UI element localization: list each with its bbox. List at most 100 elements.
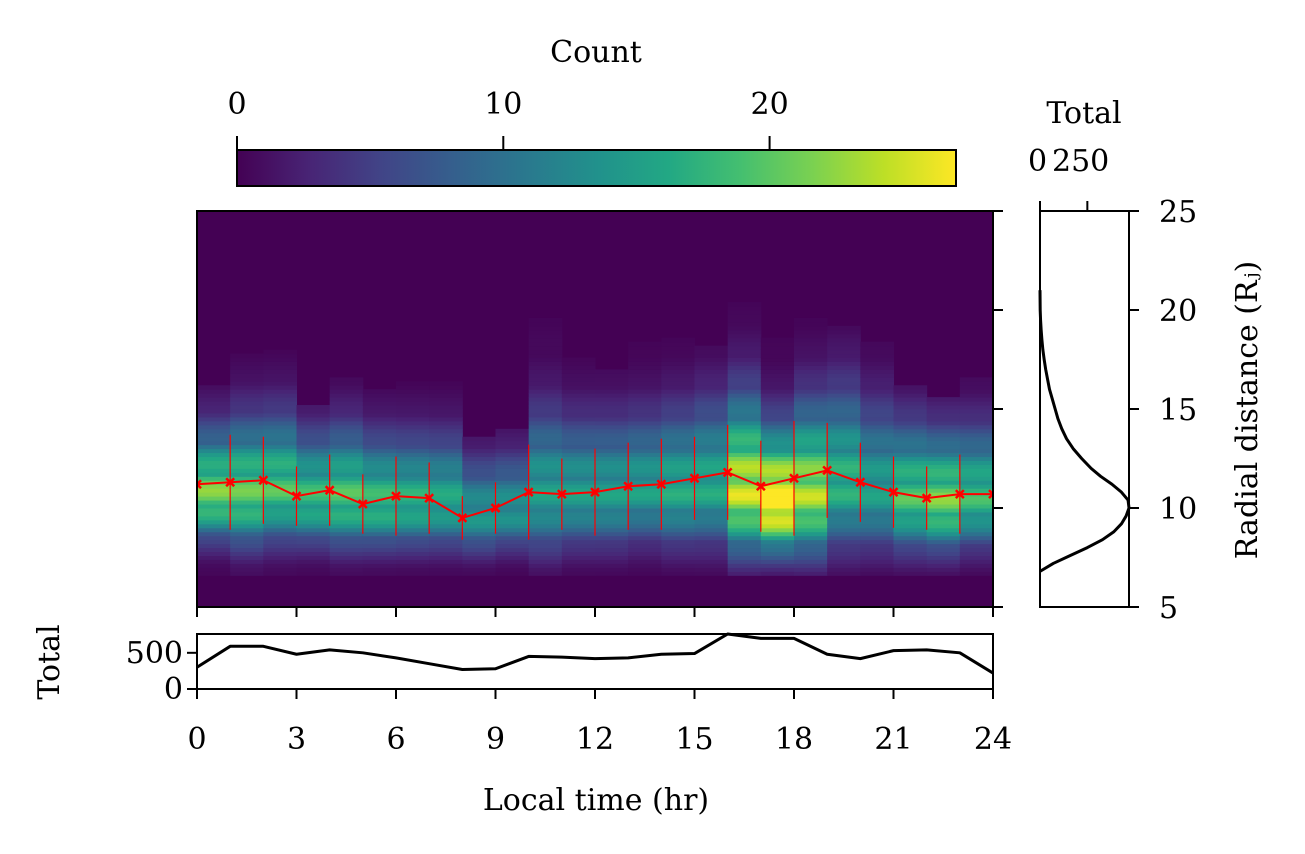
heatmap-cell: [362, 539, 397, 545]
heatmap-cell: [794, 523, 828, 529]
heatmap-cell: [827, 551, 861, 557]
heatmap-cell: [959, 555, 993, 560]
heatmap-cell: [329, 401, 364, 406]
heatmap-cell: [429, 496, 463, 501]
heatmap-cell: [661, 393, 695, 398]
heatmap-cell: [727, 555, 762, 560]
heatmap-cell: [595, 389, 629, 394]
heatmap-cell: [794, 365, 828, 370]
heatmap-cell: [959, 424, 993, 430]
heatmap-cell: [893, 480, 928, 485]
heatmap-cell: [561, 508, 596, 513]
heatmap-cell: [329, 468, 364, 473]
heatmap-cell: [794, 416, 828, 422]
heatmap-cell: [628, 492, 662, 497]
heatmap-cell: [827, 515, 861, 521]
heatmap-cell: [561, 456, 596, 461]
heatmap-cell: [462, 527, 496, 533]
heatmap-cell: [628, 523, 662, 529]
heatmap-cell: [794, 484, 828, 489]
heatmap-cell: [528, 444, 563, 450]
side-x-tick-label: 0: [1028, 144, 1047, 179]
heatmap-cell: [362, 452, 397, 458]
heatmap-cell: [528, 389, 563, 394]
heatmap-cell: [595, 535, 629, 541]
heatmap-cell: [396, 460, 430, 465]
heatmap-cell: [197, 456, 231, 461]
heatmap-cell: [561, 405, 596, 410]
heatmap-cell: [661, 432, 695, 438]
heatmap-cell: [462, 563, 496, 568]
heatmap-cell: [528, 337, 563, 343]
heatmap-cell: [396, 571, 430, 576]
heatmap-cell: [694, 500, 729, 505]
heatmap-cell: [296, 488, 331, 493]
heatmap-cell: [694, 369, 729, 374]
heatmap-cell: [329, 476, 364, 481]
heatmap-cell: [528, 563, 563, 568]
x-tick-label: 24: [974, 722, 1012, 757]
heatmap-cell: [694, 519, 729, 525]
heatmap-cell: [429, 385, 463, 390]
heatmap-cell: [794, 345, 828, 351]
heatmap-cell: [362, 412, 397, 418]
heatmap-cell: [197, 448, 231, 454]
local-time-totals-line: [196, 632, 994, 675]
heatmap-cell: [230, 571, 264, 576]
heatmap-cell: [462, 452, 496, 458]
heatmap-cell: [230, 555, 264, 560]
mean-marker: [988, 489, 993, 500]
heatmap-cell: [959, 409, 993, 414]
heatmap-cell: [595, 436, 629, 442]
heatmap-cell: [595, 531, 629, 537]
heatmap-cell: [661, 464, 695, 469]
heatmap-cell: [860, 341, 894, 347]
heatmap-cell: [296, 424, 331, 430]
heatmap-cell: [794, 480, 828, 485]
heatmap-cell: [296, 523, 331, 529]
heatmap-cell: [561, 464, 596, 469]
heatmap-cell: [794, 527, 828, 533]
heatmap-cell: [296, 508, 331, 513]
heatmap-cell: [528, 341, 563, 347]
heatmap-cell: [959, 559, 993, 564]
heatmap-cell: [230, 496, 264, 501]
heatmap-cell: [727, 337, 762, 343]
heatmap-cell: [396, 492, 430, 497]
heatmap-cell: [893, 539, 928, 545]
heatmap-cell: [197, 472, 231, 477]
mean-marker: [197, 479, 202, 490]
heatmap-cell: [528, 373, 563, 378]
heatmap-cell: [860, 377, 894, 382]
heatmap-cell: [827, 373, 861, 378]
heatmap-cell: [727, 341, 762, 347]
heatmap-cell: [893, 464, 928, 469]
heatmap-cell: [694, 496, 729, 501]
heatmap-cell: [362, 409, 397, 414]
heatmap-cell: [661, 551, 695, 557]
heatmap-cell: [727, 563, 762, 568]
heatmap-cell: [860, 559, 894, 564]
heatmap-cell: [329, 397, 364, 402]
heatmap-cell: [495, 500, 530, 505]
heatmap-cell: [396, 424, 430, 430]
heatmap-cell: [860, 539, 894, 545]
heatmap-cell: [827, 333, 861, 339]
heatmap-cell: [860, 409, 894, 414]
heatmap-cell: [528, 456, 563, 461]
heatmap-cell: [329, 424, 364, 430]
heatmap-cell: [959, 460, 993, 465]
heatmap-cell: [595, 405, 629, 410]
heatmap-cell: [959, 405, 993, 410]
heatmap-cell: [694, 559, 729, 564]
heatmap-cell: [429, 504, 463, 509]
heatmap-cell: [230, 488, 264, 493]
heatmap-cell: [727, 436, 762, 442]
heatmap-cell: [727, 472, 762, 477]
heatmap-cell: [595, 416, 629, 422]
heatmap-cell: [794, 460, 828, 465]
heatmap-cell: [197, 539, 231, 545]
heatmap-cell: [694, 345, 729, 351]
heatmap-cell: [959, 432, 993, 438]
